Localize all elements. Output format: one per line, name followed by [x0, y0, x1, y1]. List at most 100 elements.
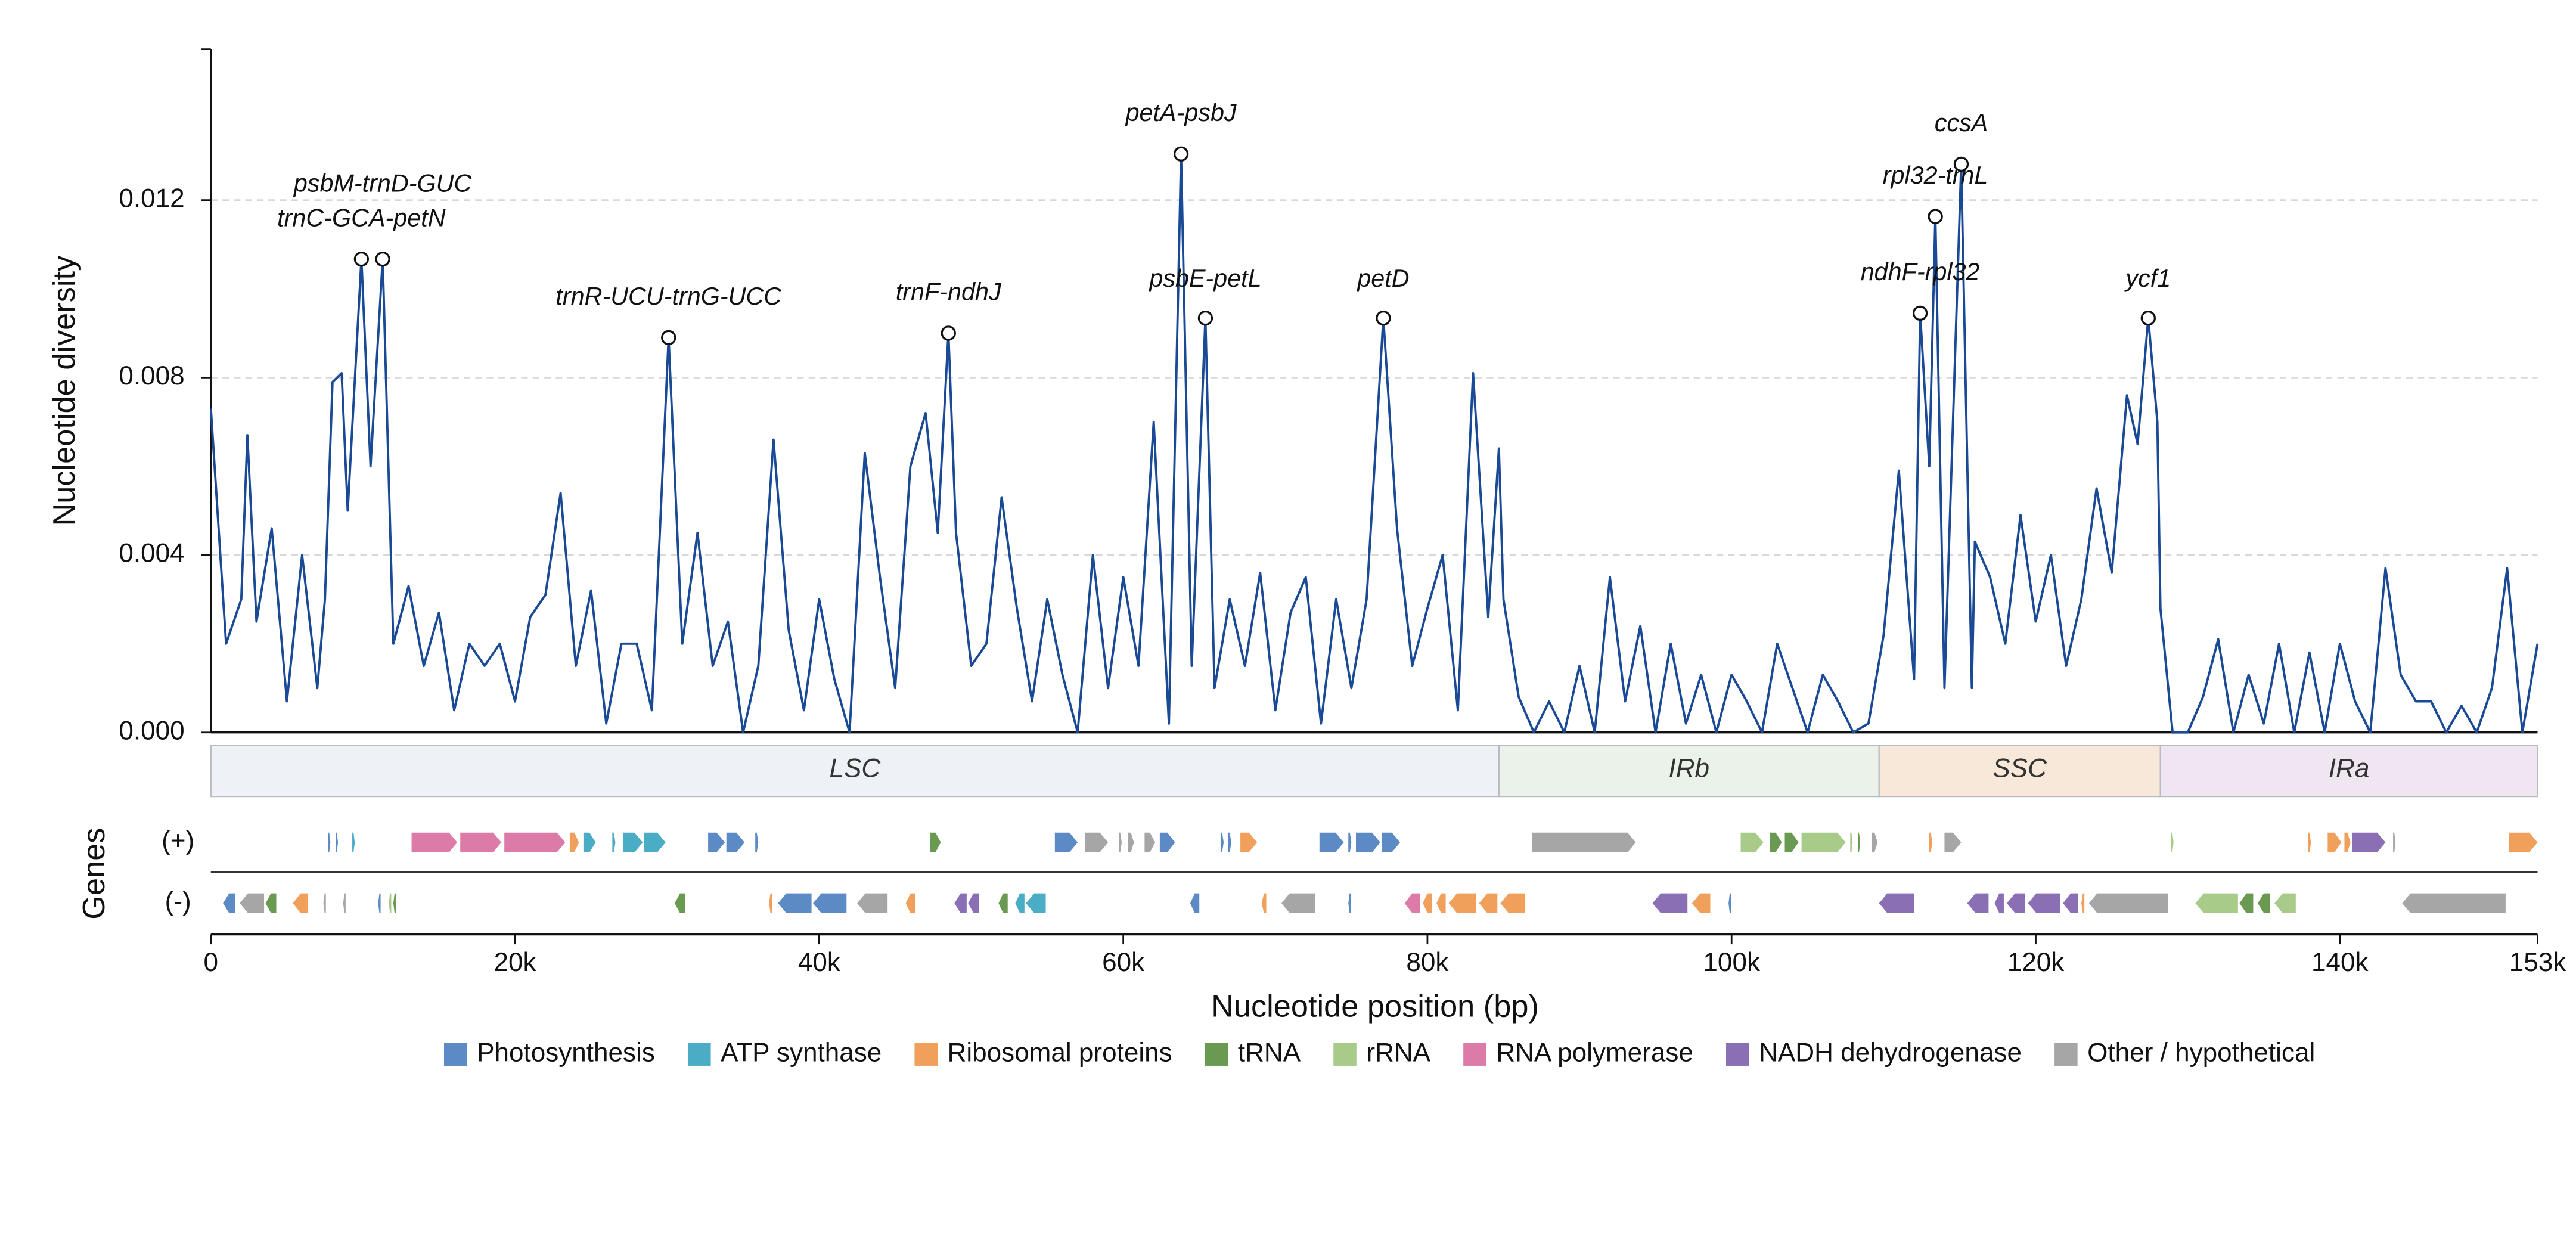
y-tick-label: 0.004 [119, 539, 184, 568]
gene [1382, 832, 1401, 852]
legend-label: NADH dehydrogenase [1759, 1038, 2022, 1067]
gene [2007, 893, 2025, 913]
gene [769, 893, 772, 913]
gene [1240, 832, 1258, 852]
peak-marker [353, 251, 370, 267]
gene [2239, 893, 2254, 913]
gene [954, 893, 967, 913]
legend-swatch [914, 1043, 938, 1066]
peak-label: psbM-trnD-GUC [293, 170, 473, 197]
gene [1015, 893, 1025, 913]
gene [240, 893, 265, 913]
legend-label: rRNA [1366, 1038, 1430, 1067]
gene [393, 893, 396, 913]
legend-swatch [443, 1043, 467, 1066]
peak-label: petA-psbJ [1125, 99, 1237, 126]
gene [2081, 893, 2085, 913]
x-tick-label: 120k [2007, 948, 2065, 977]
gene [998, 893, 1008, 913]
legend-label: Ribosomal proteins [948, 1038, 1172, 1067]
gene [674, 893, 685, 913]
gene [2402, 893, 2506, 913]
gene [323, 893, 326, 913]
region-label: LSC [829, 754, 881, 783]
legend-label: Photosynthesis [477, 1038, 655, 1067]
gene [2393, 832, 2396, 852]
gene [378, 893, 381, 913]
gene [1994, 893, 2004, 913]
gene [1500, 893, 1525, 913]
gene [1348, 893, 1351, 913]
x-tick-label: 20k [494, 948, 537, 977]
gene [1128, 832, 1134, 852]
legend-swatch [1463, 1043, 1486, 1066]
region-label: IRb [1668, 754, 1709, 783]
gene [2063, 893, 2078, 913]
gene [1479, 893, 1498, 913]
peak-label: ccsA [1935, 109, 1988, 137]
gene [1879, 893, 1914, 913]
gene [1190, 893, 1200, 913]
peak-label: trnF-ndhJ [896, 278, 1001, 306]
gene [1652, 893, 1688, 913]
gene [2509, 832, 2538, 852]
peak-label: trnR-UCU-trnG-UCC [555, 283, 782, 310]
gene [343, 893, 346, 913]
y-tick-label: 0.000 [119, 716, 184, 745]
gene [644, 832, 666, 852]
gene [265, 893, 277, 913]
gene [755, 832, 759, 852]
gene [612, 832, 616, 852]
gene [1159, 832, 1175, 852]
peak-marker [1912, 305, 1928, 321]
gene [1261, 893, 1267, 913]
peak-label: ndhF-rpl32 [1861, 258, 1980, 286]
y-axis-label: Nucleotide diversity [47, 255, 82, 526]
gene [1871, 832, 1878, 852]
region-band [2159, 745, 2538, 798]
gene [2274, 893, 2296, 913]
gene [1085, 832, 1109, 852]
gene [223, 893, 235, 913]
gene [1144, 832, 1156, 852]
legend-label: RNA polymerase [1496, 1038, 1693, 1067]
genes-label: Genes [77, 828, 111, 920]
gene [1054, 832, 1078, 852]
gene [1784, 832, 1799, 852]
gene [1348, 832, 1352, 852]
peak-marker [1953, 156, 1969, 172]
x-tick-label: 0 [204, 948, 219, 977]
legend-swatch [1205, 1043, 1228, 1066]
gene [504, 832, 566, 852]
gene [857, 893, 888, 913]
gene [968, 893, 979, 913]
peak-marker [1928, 209, 1943, 224]
x-tick-label: 40k [798, 948, 841, 977]
x-tick-label: 153k [2509, 948, 2567, 977]
gene [905, 893, 915, 913]
x-tick-label: 140k [2311, 948, 2369, 977]
gene [1944, 832, 1962, 852]
peak-label: ycf1 [2124, 265, 2171, 292]
gene [2344, 832, 2351, 852]
gene [1692, 893, 1711, 913]
diversity-line [209, 153, 2539, 734]
strand-label: (-) [165, 887, 191, 916]
gene [1532, 832, 1636, 852]
x-axis-label: Nucleotide position (bp) [1211, 989, 1539, 1024]
gene [583, 832, 596, 852]
peak-marker [1173, 146, 1189, 162]
peak-label: psbE-petL [1148, 265, 1261, 292]
gene [1026, 893, 1046, 913]
gene [1770, 832, 1782, 852]
peak-marker [1376, 310, 1391, 326]
region-label: SSC [1992, 754, 2047, 783]
gene [1281, 893, 1315, 913]
gene [1929, 832, 1933, 852]
strand-label: (+) [162, 826, 194, 855]
gene [389, 893, 392, 913]
gene [930, 832, 941, 852]
gene [2028, 893, 2060, 913]
